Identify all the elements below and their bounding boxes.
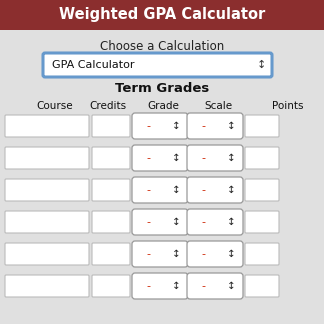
Text: -: - bbox=[146, 185, 150, 195]
Text: ↕: ↕ bbox=[226, 249, 235, 259]
FancyBboxPatch shape bbox=[187, 209, 243, 235]
FancyBboxPatch shape bbox=[245, 115, 279, 137]
Text: ↕: ↕ bbox=[226, 217, 235, 227]
Text: -: - bbox=[201, 153, 205, 163]
Text: Choose a Calculation: Choose a Calculation bbox=[100, 40, 224, 52]
FancyBboxPatch shape bbox=[187, 273, 243, 299]
FancyBboxPatch shape bbox=[92, 211, 130, 233]
FancyBboxPatch shape bbox=[132, 177, 188, 203]
Text: -: - bbox=[201, 217, 205, 227]
FancyBboxPatch shape bbox=[43, 53, 272, 77]
FancyBboxPatch shape bbox=[187, 241, 243, 267]
Text: -: - bbox=[201, 185, 205, 195]
Text: -: - bbox=[201, 281, 205, 291]
Text: GPA Calculator: GPA Calculator bbox=[52, 60, 134, 70]
Text: -: - bbox=[201, 249, 205, 259]
Text: ↕: ↕ bbox=[256, 60, 266, 70]
Text: ↕: ↕ bbox=[172, 185, 180, 195]
Text: Course: Course bbox=[37, 101, 73, 111]
FancyBboxPatch shape bbox=[245, 211, 279, 233]
FancyBboxPatch shape bbox=[187, 177, 243, 203]
FancyBboxPatch shape bbox=[5, 211, 89, 233]
Text: ↕: ↕ bbox=[226, 121, 235, 131]
FancyBboxPatch shape bbox=[245, 243, 279, 265]
Text: -: - bbox=[146, 249, 150, 259]
Text: ↕: ↕ bbox=[172, 249, 180, 259]
FancyBboxPatch shape bbox=[5, 179, 89, 201]
FancyBboxPatch shape bbox=[5, 275, 89, 297]
FancyBboxPatch shape bbox=[132, 273, 188, 299]
FancyBboxPatch shape bbox=[132, 113, 188, 139]
FancyBboxPatch shape bbox=[5, 243, 89, 265]
Text: ↕: ↕ bbox=[226, 153, 235, 163]
FancyBboxPatch shape bbox=[92, 275, 130, 297]
Text: Term Grades: Term Grades bbox=[115, 82, 209, 95]
Text: Points: Points bbox=[272, 101, 304, 111]
Text: Weighted GPA Calculator: Weighted GPA Calculator bbox=[59, 7, 265, 22]
Text: ↕: ↕ bbox=[172, 217, 180, 227]
FancyBboxPatch shape bbox=[92, 115, 130, 137]
Text: ↕: ↕ bbox=[172, 121, 180, 131]
FancyBboxPatch shape bbox=[5, 115, 89, 137]
FancyBboxPatch shape bbox=[92, 179, 130, 201]
FancyBboxPatch shape bbox=[5, 147, 89, 169]
FancyBboxPatch shape bbox=[92, 147, 130, 169]
Text: -: - bbox=[146, 153, 150, 163]
FancyBboxPatch shape bbox=[245, 179, 279, 201]
FancyBboxPatch shape bbox=[187, 145, 243, 171]
Text: ↕: ↕ bbox=[172, 281, 180, 291]
FancyBboxPatch shape bbox=[92, 243, 130, 265]
FancyBboxPatch shape bbox=[132, 145, 188, 171]
Bar bbox=[0, 0, 324, 30]
Text: ↕: ↕ bbox=[226, 281, 235, 291]
Text: -: - bbox=[146, 217, 150, 227]
FancyBboxPatch shape bbox=[132, 241, 188, 267]
FancyBboxPatch shape bbox=[245, 147, 279, 169]
Text: Credits: Credits bbox=[89, 101, 127, 111]
Text: Grade: Grade bbox=[147, 101, 179, 111]
FancyBboxPatch shape bbox=[245, 275, 279, 297]
Text: -: - bbox=[146, 121, 150, 131]
FancyBboxPatch shape bbox=[187, 113, 243, 139]
Text: Scale: Scale bbox=[204, 101, 232, 111]
Text: -: - bbox=[146, 281, 150, 291]
Text: -: - bbox=[201, 121, 205, 131]
FancyBboxPatch shape bbox=[132, 209, 188, 235]
Text: ↕: ↕ bbox=[226, 185, 235, 195]
Text: ↕: ↕ bbox=[172, 153, 180, 163]
